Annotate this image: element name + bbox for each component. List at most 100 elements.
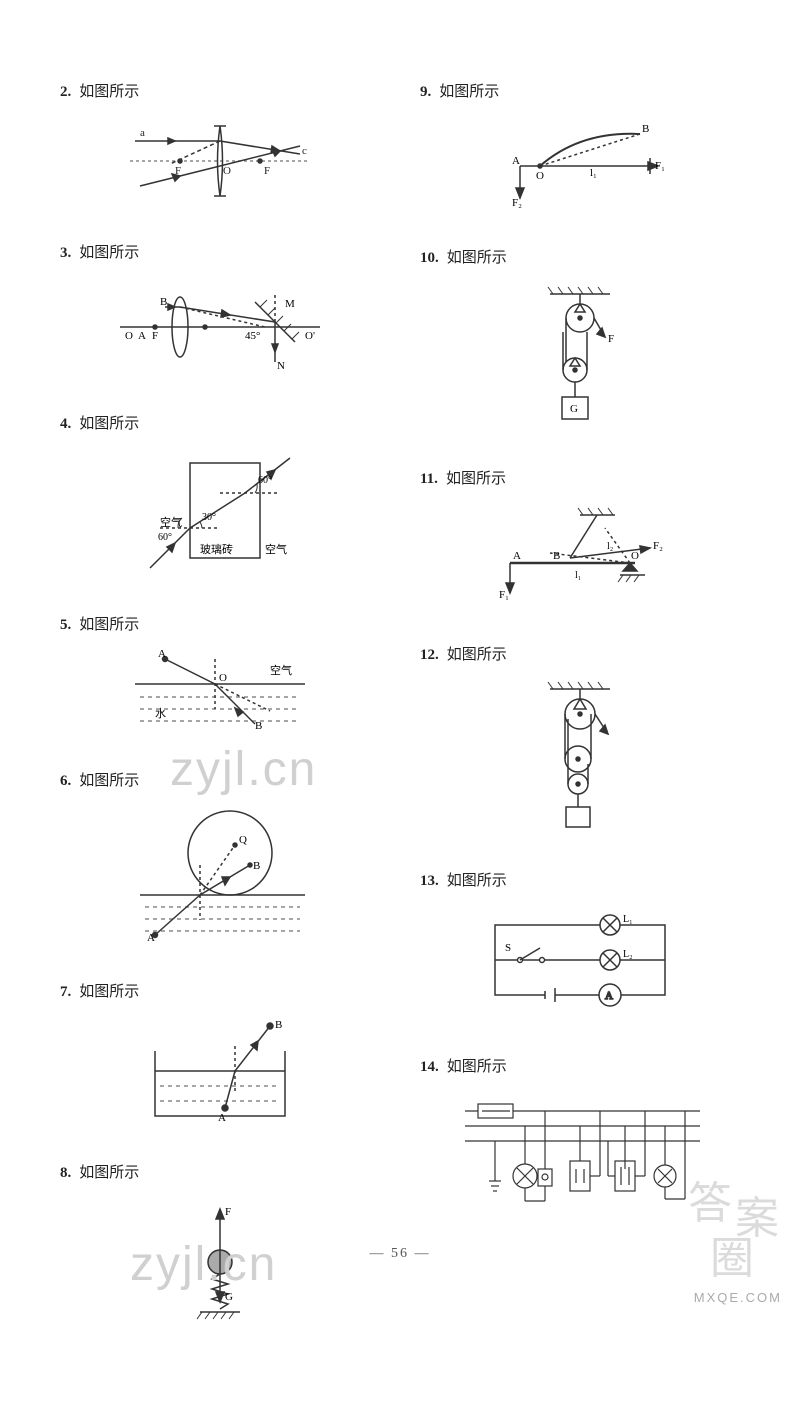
problem-header: 8. 如图所示 — [60, 1161, 380, 1182]
problem-number: 11. — [420, 471, 438, 488]
figure-glass-block: 60° 30° 60° 空气 玻璃砖 空气 — [60, 443, 380, 593]
problem-header: 5. 如图所示 — [60, 613, 380, 634]
problem-label: 如图所示 — [79, 980, 139, 1001]
svg-text:B: B — [255, 720, 262, 732]
svg-text:l₁: l₁ — [590, 167, 597, 179]
problem-11: 11. 如图所示 — [420, 467, 740, 623]
svg-text:B: B — [253, 860, 260, 872]
figure-spring-ball: F G — [60, 1192, 380, 1342]
figure-lever-triangle: A B O F₂ F₁ l₁ l₂ — [420, 498, 740, 623]
svg-text:F: F — [175, 165, 181, 177]
svg-text:O': O' — [305, 330, 315, 342]
problem-number: 3. — [60, 245, 71, 262]
problem-label: 如图所示 — [447, 869, 507, 890]
corner-url: MXQE.COM — [694, 1290, 782, 1305]
svg-text:30°: 30° — [202, 512, 216, 523]
svg-text:l₁: l₁ — [575, 570, 581, 581]
problem-3: 3. 如图所示 — [60, 241, 380, 392]
problem-number: 6. — [60, 773, 71, 790]
svg-text:M: M — [285, 298, 295, 310]
figure-lever-curve: A O B F₁ F₂ l₁ — [420, 111, 740, 226]
svg-text:F₁: F₁ — [655, 160, 665, 172]
svg-text:S: S — [505, 942, 511, 954]
problem-9: 9. 如图所示 A O B — [420, 80, 740, 226]
problem-5: 5. 如图所示 — [60, 613, 380, 749]
svg-text:B: B — [275, 1019, 282, 1031]
problem-header: 12. 如图所示 — [420, 643, 740, 664]
problem-number: 9. — [420, 84, 431, 101]
problem-number: 2. — [60, 84, 71, 101]
svg-text:A: A — [147, 932, 155, 944]
problem-label: 如图所示 — [446, 467, 506, 488]
problem-header: 7. 如图所示 — [60, 980, 380, 1001]
problem-header: 10. 如图所示 — [420, 246, 740, 267]
figure-pulley-double — [420, 674, 740, 849]
problem-label: 如图所示 — [439, 80, 499, 101]
svg-text:A: A — [513, 550, 521, 562]
svg-text:N: N — [277, 360, 285, 372]
problem-6: 6. 如图所示 — [60, 769, 380, 960]
problem-label: 如图所示 — [79, 1161, 139, 1182]
svg-text:G: G — [570, 403, 578, 415]
svg-text:L₂: L₂ — [623, 949, 633, 960]
problem-4: 4. 如图所示 — [60, 412, 380, 593]
svg-text:F: F — [608, 333, 614, 345]
svg-text:空气: 空气 — [270, 663, 292, 677]
svg-text:O: O — [125, 330, 133, 342]
svg-text:l₂: l₂ — [607, 541, 613, 552]
problem-number: 13. — [420, 873, 439, 890]
problem-label: 如图所示 — [79, 412, 139, 433]
svg-text:B: B — [553, 550, 560, 562]
svg-text:A: A — [138, 330, 146, 342]
svg-text:B: B — [642, 123, 649, 135]
problem-number: 14. — [420, 1059, 439, 1076]
svg-text:60°: 60° — [158, 532, 172, 543]
svg-text:O: O — [223, 165, 231, 177]
problem-header: 13. 如图所示 — [420, 869, 740, 890]
problem-label: 如图所示 — [79, 241, 139, 262]
problem-header: 11. 如图所示 — [420, 467, 740, 488]
problem-label: 如图所示 — [79, 80, 139, 101]
figure-air-water: A O B 空气 水 — [60, 644, 380, 749]
problem-header: 3. 如图所示 — [60, 241, 380, 262]
problem-label: 如图所示 — [79, 769, 139, 790]
problem-header: 4. 如图所示 — [60, 412, 380, 433]
svg-text:空气: 空气 — [160, 515, 182, 529]
svg-text:O: O — [219, 672, 227, 684]
svg-text:B: B — [160, 296, 167, 308]
svg-text:A: A — [605, 990, 613, 1002]
svg-text:F₂: F₂ — [512, 197, 522, 209]
svg-text:A: A — [158, 649, 166, 660]
svg-text:空气: 空气 — [265, 542, 287, 556]
figure-lens-concave: a c F F O — [60, 111, 380, 221]
problem-number: 10. — [420, 250, 439, 267]
problem-10: 10. 如图所示 — [420, 246, 740, 447]
svg-text:A: A — [218, 1112, 226, 1124]
figure-tank-ray: B A — [60, 1011, 380, 1141]
problem-7: 7. 如图所示 — [60, 980, 380, 1141]
svg-text:F₂: F₂ — [653, 540, 663, 552]
svg-text:G: G — [225, 1291, 233, 1303]
problem-header: 9. 如图所示 — [420, 80, 740, 101]
svg-text:Q: Q — [239, 834, 247, 846]
problem-number: 4. — [60, 416, 71, 433]
svg-text:F₁: F₁ — [499, 589, 509, 601]
figure-circle-water: Q B A — [60, 800, 380, 960]
svg-text:60°: 60° — [258, 475, 272, 486]
svg-text:L₁: L₁ — [623, 914, 633, 925]
problem-2: 2. 如图所示 — [60, 80, 380, 221]
corner-badge: 答 案 圈 — [680, 1167, 790, 1277]
problem-label: 如图所示 — [447, 246, 507, 267]
problem-header: 6. 如图所示 — [60, 769, 380, 790]
problem-number: 7. — [60, 984, 71, 1001]
problem-number: 12. — [420, 647, 439, 664]
problem-number: 8. — [60, 1165, 71, 1182]
svg-text:45°: 45° — [245, 330, 260, 342]
problem-12: 12. 如图所示 — [420, 643, 740, 849]
problem-label: 如图所示 — [447, 643, 507, 664]
problem-number: 5. — [60, 617, 71, 634]
problem-label: 如图所示 — [447, 1055, 507, 1076]
svg-text:O: O — [536, 170, 544, 182]
problem-13: 13. 如图所示 A — [420, 869, 740, 1035]
svg-text:O: O — [631, 550, 639, 562]
